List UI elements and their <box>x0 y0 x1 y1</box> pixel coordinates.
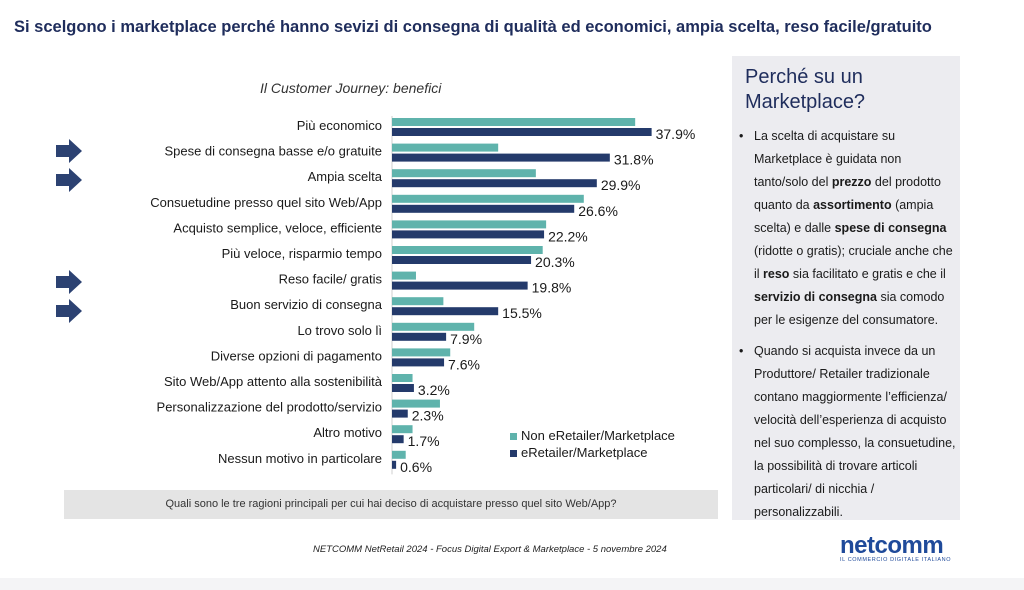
bar-non-eretailer <box>392 297 444 306</box>
data-label: 15.5% <box>502 305 542 321</box>
bar-non-eretailer <box>392 169 536 178</box>
bar-eretailer <box>392 460 397 469</box>
category-label: Ampia scelta <box>308 169 383 184</box>
bar-eretailer <box>392 358 445 367</box>
category-label: Sito Web/App attento alla sostenibilità <box>164 374 383 389</box>
category-label: Spese di consegna basse e/o gratuite <box>164 144 382 159</box>
slide-bottom-strip <box>0 578 1024 590</box>
highlight-arrow-icon <box>56 168 82 192</box>
bar-eretailer <box>392 153 610 162</box>
category-label: Consuetudine presso quel sito Web/App <box>150 195 382 210</box>
bar-eretailer <box>392 179 597 188</box>
slide-headline: Si scelgono i marketplace perché hanno s… <box>14 18 932 36</box>
legend-label: Non eRetailer/Marketplace <box>521 428 675 443</box>
data-label: 20.3% <box>535 254 575 270</box>
side-bullet-item: • Quando si acquista invece da un Produt… <box>736 340 956 524</box>
data-label: 29.9% <box>601 177 641 193</box>
logo-tagline: IL COMMERCIO DIGITALE ITALIANO <box>840 557 952 563</box>
bar-non-eretailer <box>392 271 416 280</box>
side-panel <box>732 56 960 520</box>
bar-eretailer <box>392 204 575 213</box>
data-label: 1.7% <box>408 433 440 449</box>
bar-non-eretailer <box>392 118 636 126</box>
data-label: 19.8% <box>532 280 572 296</box>
legend-label: eRetailer/Marketplace <box>521 445 648 460</box>
bar-non-eretailer <box>392 246 543 254</box>
side-title-line: Perché su un <box>745 66 863 88</box>
data-label: 7.6% <box>448 356 480 372</box>
text-run: (ampia scelta) e dalle <box>754 198 934 235</box>
chart-title: Il Customer Journey: benefici <box>260 80 442 96</box>
text-run: (ridotte o gratis); cruciale anche che i… <box>754 244 953 281</box>
bar-eretailer <box>392 384 414 392</box>
bar-non-eretailer <box>392 374 413 382</box>
data-label: 22.2% <box>548 228 588 244</box>
category-label: Reso facile/ gratis <box>279 272 383 287</box>
category-label: Buon servizio di consegna <box>230 297 383 312</box>
text-run: sia comodo per le esigenze del consumato… <box>754 290 945 327</box>
bar-eretailer <box>392 435 404 444</box>
bar-eretailer <box>392 256 532 264</box>
highlight-arrow-icon <box>56 139 82 163</box>
bar-non-eretailer <box>392 143 499 152</box>
legend-item-eretailer: eRetailer/Marketplace <box>510 444 675 461</box>
bold-text: prezzo <box>831 175 872 189</box>
category-label: Personalizzazione del prodotto/servizio <box>157 400 382 415</box>
category-label: Più veloce, risparmio tempo <box>222 246 382 261</box>
data-label: 7.9% <box>450 331 482 347</box>
legend-swatch <box>510 450 517 458</box>
bar-non-eretailer <box>392 450 406 459</box>
bar-eretailer <box>392 409 408 418</box>
bar-non-eretailer <box>392 194 584 203</box>
category-label: Lo trovo solo lì <box>297 323 382 338</box>
chart-legend: Non eRetailer/Marketplace eRetailer/Mark… <box>510 427 675 461</box>
footer-source: NETCOMM NetRetail 2024 - Focus Digital E… <box>313 544 667 555</box>
bar-eretailer <box>392 230 545 239</box>
category-label: Acquisto semplice, veloce, efficiente <box>173 220 382 235</box>
bar-non-eretailer <box>392 425 413 434</box>
bar-eretailer <box>392 128 652 136</box>
bar-eretailer <box>392 332 447 341</box>
bullet-icon: • <box>739 129 744 143</box>
survey-question: Quali sono le tre ragioni principali per… <box>64 490 718 519</box>
bold-text: spese di consegna <box>834 221 947 235</box>
bar-non-eretailer <box>392 322 475 331</box>
legend-swatch <box>510 433 517 441</box>
data-label: 31.8% <box>614 152 654 168</box>
bullet-icon: • <box>739 344 744 358</box>
category-label: Nessun motivo in particolare <box>218 451 382 466</box>
bar-eretailer <box>392 307 499 316</box>
side-panel-list: • La scelta di acquistare su Marketplace… <box>736 125 956 532</box>
side-panel-title: Perché su un Marketplace? <box>745 65 865 115</box>
legend-item-non-eretailer: Non eRetailer/Marketplace <box>510 427 675 444</box>
bold-text: servizio di consegna <box>754 290 877 304</box>
text-run: sia facilitato e gratis e che il <box>789 267 946 281</box>
category-label: Più economico <box>297 118 382 133</box>
side-title-line: Marketplace? <box>745 91 866 113</box>
bar-eretailer <box>392 281 528 290</box>
bar-non-eretailer <box>392 220 547 229</box>
highlight-arrow-icon <box>56 270 82 294</box>
bold-text: reso <box>763 267 790 281</box>
bold-text: assortimento <box>813 198 892 212</box>
data-label: 26.6% <box>578 203 618 219</box>
category-label: Altro motivo <box>313 425 382 440</box>
logo-wordmark: netcomm <box>840 532 944 559</box>
text-run: Quando si acquista invece da un Produtto… <box>754 344 956 519</box>
category-label: Diverse opzioni di pagamento <box>211 348 382 363</box>
text-run: La scelta di acquistare su Marketplace è… <box>754 129 902 189</box>
text-run: del prodotto quanto da <box>754 175 941 212</box>
data-label: 3.2% <box>418 382 450 398</box>
netcomm-logo: netcomm IL COMMERCIO DIGITALE ITALIANO <box>840 532 951 563</box>
data-label: 2.3% <box>412 408 444 424</box>
side-bullet-item: • La scelta di acquistare su Marketplace… <box>736 125 956 332</box>
data-label: 0.6% <box>400 459 432 475</box>
bar-non-eretailer <box>392 399 440 408</box>
bar-chart: Più economico 37.9% Spese di consegna bass… <box>150 116 696 475</box>
data-label: 37.9% <box>656 126 696 142</box>
bar-non-eretailer <box>392 348 451 357</box>
highlight-arrow-icon <box>56 299 82 323</box>
